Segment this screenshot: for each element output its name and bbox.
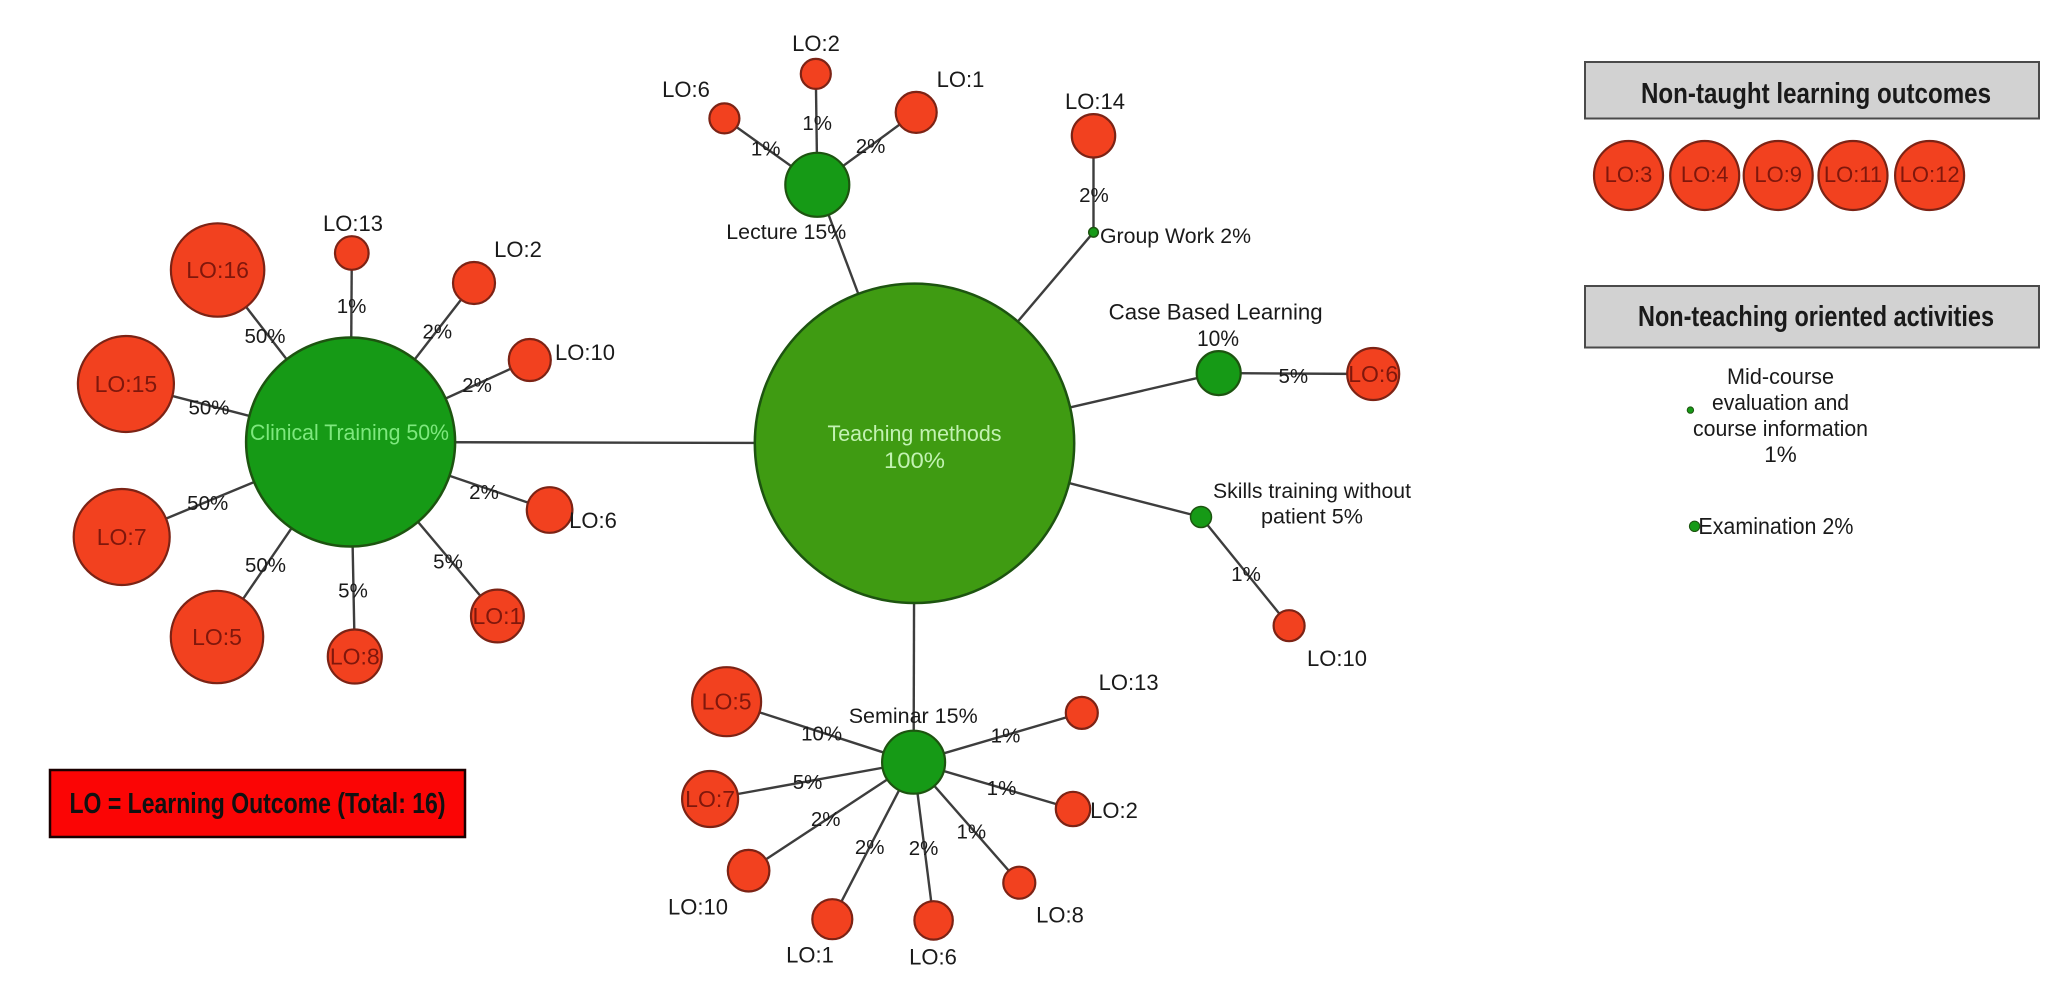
svg-text:LO:2: LO:2 [1090,798,1138,823]
svg-text:LO:13: LO:13 [323,211,383,236]
svg-text:100%: 100% [884,448,945,473]
svg-text:50%: 50% [187,492,228,515]
svg-text:10%: 10% [1197,326,1239,351]
svg-text:LO:4: LO:4 [1681,162,1729,187]
svg-text:LO:8: LO:8 [1036,902,1084,927]
svg-text:LO:14: LO:14 [1065,89,1125,114]
svg-text:2%: 2% [469,481,499,504]
svg-text:LO:6: LO:6 [662,77,710,102]
svg-text:LO:5: LO:5 [702,689,752,715]
svg-text:patient 5%: patient 5% [1261,505,1363,529]
svg-text:Teaching methods: Teaching methods [828,421,1002,446]
svg-text:LO = Learning Outcome (Total:: LO = Learning Outcome (Total: 16) [70,788,446,820]
svg-text:1%: 1% [1231,563,1261,586]
svg-text:1%: 1% [751,138,781,161]
svg-text:1%: 1% [987,777,1017,800]
svg-text:Clinical Training 50%: Clinical Training 50% [250,420,449,445]
svg-text:50%: 50% [244,325,285,348]
svg-text:LO:1: LO:1 [937,67,985,92]
svg-text:LO:5: LO:5 [192,624,242,650]
svg-text:1%: 1% [956,821,986,844]
svg-text:LO:12: LO:12 [1900,162,1960,187]
svg-text:LO:15: LO:15 [95,371,158,397]
svg-text:50%: 50% [245,554,286,577]
svg-text:1%: 1% [802,112,832,135]
svg-text:Examination 2%: Examination 2% [1698,513,1853,539]
svg-text:2%: 2% [811,808,841,831]
svg-text:LO:10: LO:10 [668,894,728,919]
svg-text:Skills training without: Skills training without [1213,479,1411,503]
svg-text:Non-taught learning outcomes: Non-taught learning outcomes [1641,78,1991,110]
svg-text:LO:2: LO:2 [792,31,840,56]
svg-text:2%: 2% [422,321,452,344]
svg-text:5%: 5% [1278,365,1308,388]
svg-text:10%: 10% [801,723,842,746]
svg-text:2%: 2% [909,837,939,860]
svg-text:2%: 2% [462,374,492,397]
svg-text:Mid-course: Mid-course [1727,364,1834,389]
svg-text:50%: 50% [188,397,229,420]
svg-text:LO:1: LO:1 [472,603,522,629]
svg-text:2%: 2% [1079,184,1109,207]
svg-text:2%: 2% [856,135,886,158]
svg-text:LO:13: LO:13 [1099,670,1159,695]
svg-text:LO:10: LO:10 [1307,646,1367,671]
svg-text:LO:16: LO:16 [186,257,249,283]
svg-text:5%: 5% [793,771,823,794]
svg-text:LO:2: LO:2 [494,237,542,262]
svg-text:Non-teaching oriented activiti: Non-teaching oriented activities [1638,301,1994,333]
svg-text:LO:6: LO:6 [569,508,617,533]
svg-text:LO:8: LO:8 [330,644,380,670]
svg-text:LO:6: LO:6 [909,944,957,969]
svg-text:LO:9: LO:9 [1754,162,1802,187]
svg-text:LO:6: LO:6 [1348,361,1398,387]
svg-text:course information: course information [1693,416,1868,441]
svg-text:evaluation and: evaluation and [1712,390,1849,415]
svg-text:LO:1: LO:1 [786,942,834,967]
svg-text:LO:11: LO:11 [1824,162,1882,187]
svg-text:LO:3: LO:3 [1605,162,1653,187]
svg-text:LO:10: LO:10 [555,340,615,365]
svg-text:5%: 5% [433,551,463,574]
svg-text:1%: 1% [337,295,367,318]
svg-text:5%: 5% [338,580,368,603]
svg-text:Seminar 15%: Seminar 15% [849,704,978,728]
svg-text:2%: 2% [855,836,885,859]
svg-text:Group Work 2%: Group Work 2% [1100,224,1251,248]
svg-text:1%: 1% [991,724,1021,747]
svg-text:LO:7: LO:7 [97,524,147,550]
svg-text:Case Based Learning: Case Based Learning [1109,300,1323,325]
svg-text:Lecture 15%: Lecture 15% [726,220,846,244]
svg-text:1%: 1% [1764,442,1797,467]
svg-text:LO:7: LO:7 [685,786,735,812]
